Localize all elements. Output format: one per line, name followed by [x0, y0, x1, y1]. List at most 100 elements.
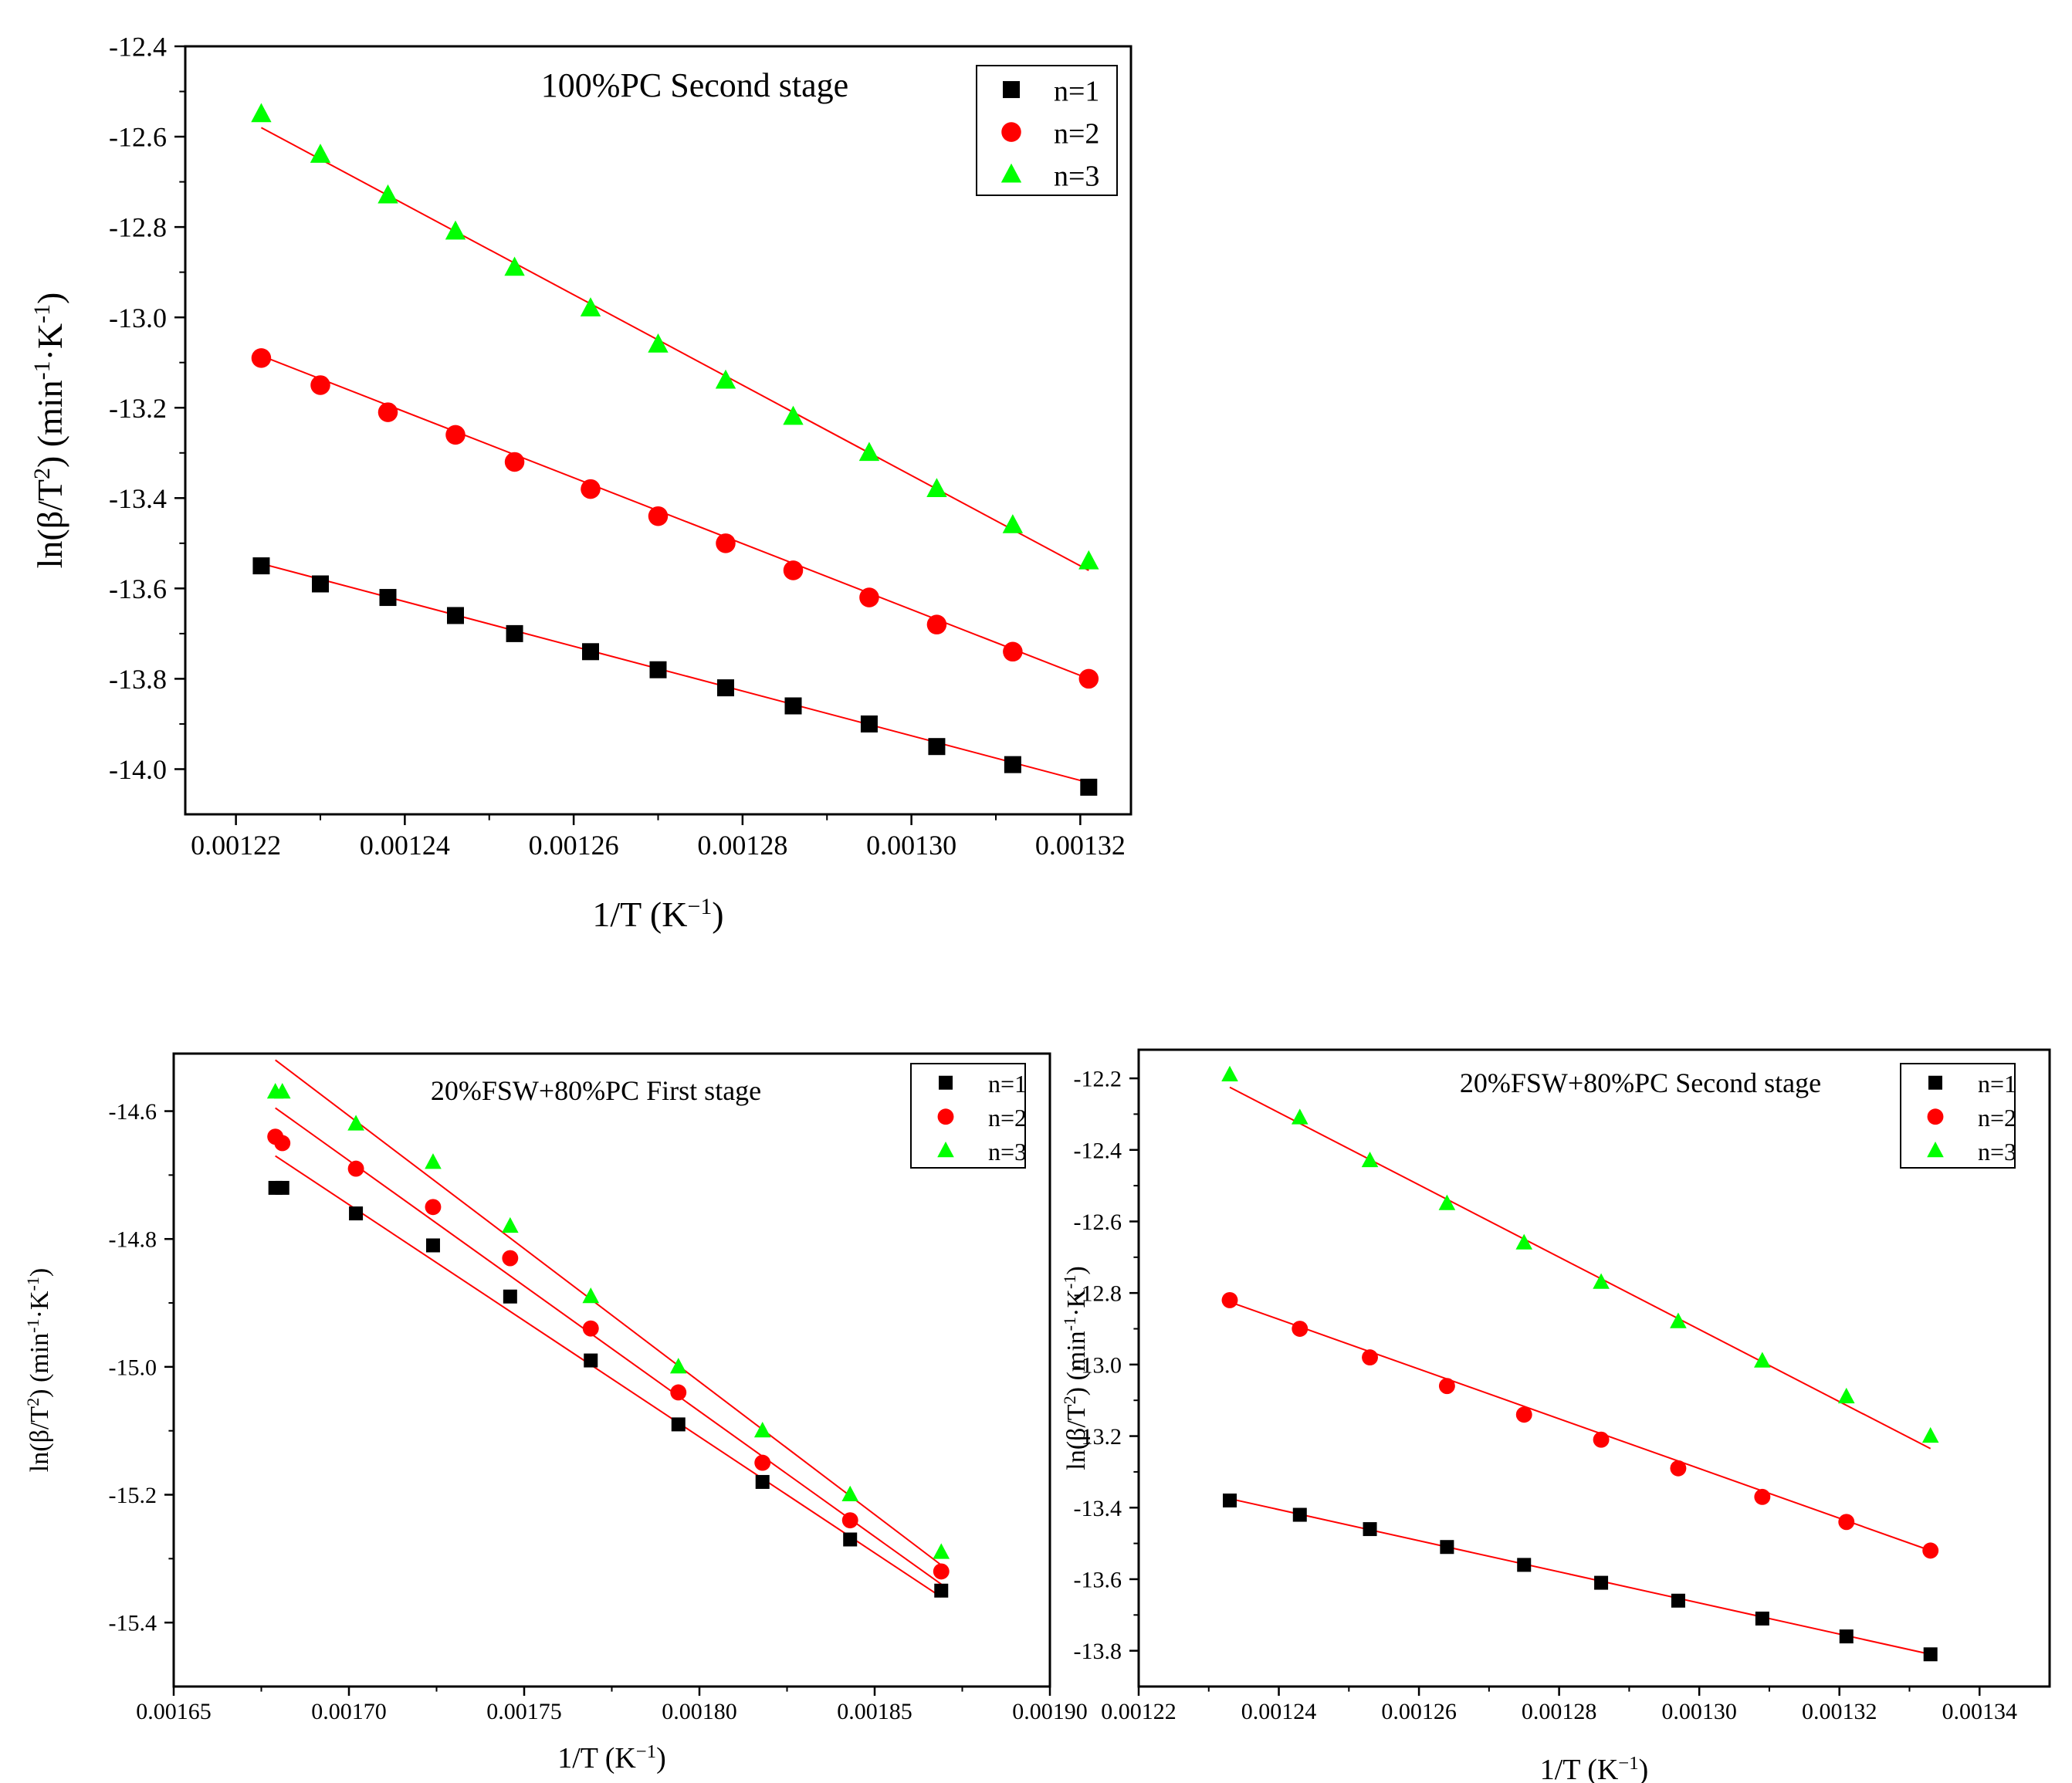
- y-axis-label-sup: 2: [23, 1398, 42, 1406]
- data-point-n=3: [1438, 1194, 1456, 1210]
- data-point-n=1: [1363, 1522, 1377, 1537]
- data-point-n=3: [347, 1115, 364, 1131]
- data-point-n=1: [447, 607, 464, 624]
- x-tick-label: 0.00134: [1942, 1699, 2017, 1724]
- data-point-n=1: [784, 697, 802, 715]
- data-point-n=3: [933, 1543, 950, 1559]
- x-axis-label: 1/T (K−1): [557, 1741, 666, 1775]
- y-tick-label: -14.0: [109, 754, 167, 785]
- fit-line-n=3: [260, 127, 1089, 571]
- y-tick-label: -13.2: [1074, 1424, 1122, 1450]
- legend-marker-n=1: [1928, 1075, 1942, 1090]
- y-tick-label: -13.8: [109, 664, 167, 695]
- data-point-n=3: [1593, 1273, 1610, 1289]
- data-point-n=2: [347, 1160, 364, 1177]
- data-point-n=2: [504, 452, 525, 472]
- data-point-n=3: [1670, 1312, 1687, 1328]
- data-point-n=2: [1754, 1488, 1771, 1505]
- x-axis-label-sup: −1: [1618, 1753, 1638, 1774]
- data-point-n=3: [310, 144, 331, 163]
- legend-marker-n=2: [1927, 1108, 1944, 1125]
- x-tick-label: 0.00185: [837, 1699, 912, 1724]
- series-n=3: [251, 103, 1099, 570]
- x-axis-label-end: ): [712, 895, 723, 934]
- data-point-n=2: [502, 1250, 519, 1267]
- data-point-n=2: [1593, 1431, 1610, 1448]
- data-point-n=3: [715, 369, 736, 389]
- data-point-n=3: [1837, 1387, 1855, 1404]
- series-n=3: [1221, 1065, 1939, 1443]
- data-point-n=2: [1838, 1514, 1855, 1531]
- data-point-n=1: [349, 1206, 364, 1221]
- data-point-n=2: [926, 614, 947, 634]
- data-point-n=3: [582, 1287, 600, 1304]
- data-point-n=2: [648, 506, 669, 526]
- y-tick-label: -12.8: [1074, 1281, 1122, 1307]
- y-axis-label-sup: -1: [23, 1277, 42, 1291]
- x-axis-label-sup: −1: [687, 894, 712, 919]
- data-point-n=1: [1223, 1493, 1237, 1507]
- data-point-n=1: [1594, 1575, 1609, 1590]
- data-point-n=3: [753, 1421, 771, 1438]
- x-tick-label: 0.00132: [1035, 830, 1126, 861]
- y-tick-label: -15.2: [109, 1483, 157, 1508]
- data-point-n=2: [582, 1320, 599, 1337]
- x-tick-label: 0.00132: [1802, 1699, 1877, 1724]
- chart-panel-2: 0.00165 0.00170 0.00175 0.00180 0.00185 0.001…: [23, 1052, 1088, 1775]
- data-point-n=2: [1221, 1291, 1238, 1308]
- data-point-n=3: [1002, 514, 1024, 533]
- x-tick-label: 0.00128: [697, 830, 787, 861]
- data-point-n=3: [1291, 1108, 1309, 1125]
- data-point-n=2: [1922, 1542, 1939, 1559]
- x-axis-label: 1/T (K−1): [1540, 1753, 1649, 1783]
- legend: n=1 n=2 n=3: [976, 65, 1118, 196]
- legend-marker-n=3: [1927, 1142, 1944, 1158]
- x-tick-label: 0.00190: [1012, 1699, 1088, 1724]
- fit-line-n=1: [261, 563, 1089, 783]
- y-axis-label: ln(β/T2) (min-1·K-1): [23, 1268, 55, 1472]
- series-n=2: [1221, 1291, 1939, 1559]
- y-axis-label-text: ): [30, 293, 69, 304]
- plot-frame: [1137, 1048, 2051, 1688]
- y-tick-label: -13.4: [1074, 1496, 1122, 1521]
- data-point-n=3: [783, 405, 804, 425]
- data-point-n=1: [1004, 756, 1021, 773]
- legend-marker-n=1: [1003, 81, 1020, 99]
- y-tick-label: -15.0: [109, 1355, 157, 1380]
- data-point-n=3: [926, 478, 947, 497]
- chart-title: 20%FSW+80%PC First stage: [431, 1075, 761, 1106]
- data-point-n=1: [1292, 1507, 1307, 1522]
- y-tick-label: -12.4: [109, 32, 167, 63]
- y-tick-label: -14.8: [109, 1227, 157, 1253]
- fit-line-n=1: [275, 1155, 942, 1598]
- y-axis-label-sup: -1: [1060, 1275, 1079, 1289]
- data-point-n=2: [783, 560, 804, 580]
- fit-line-n=2: [275, 1107, 942, 1585]
- y-tick-label: -12.4: [1074, 1138, 1122, 1163]
- data-point-n=2: [933, 1563, 950, 1580]
- data-point-n=2: [445, 425, 466, 445]
- data-point-n=1: [503, 1289, 517, 1304]
- data-point-n=1: [275, 1180, 289, 1195]
- data-point-n=1: [506, 624, 523, 642]
- legend-label: n=2: [1978, 1104, 2016, 1132]
- fit-line-n=3: [1229, 1086, 1931, 1450]
- data-point-n=2: [1438, 1378, 1455, 1395]
- y-tick-label: -13.6: [109, 573, 167, 604]
- data-point-n=3: [1078, 550, 1099, 570]
- data-point-n=3: [445, 220, 466, 240]
- data-point-n=1: [928, 738, 946, 756]
- y-tick-label: -12.6: [109, 122, 167, 153]
- legend-label: n=3: [988, 1138, 1027, 1166]
- x-tick-label: 0.00165: [136, 1699, 212, 1724]
- y-axis-label-text: ) (min: [1062, 1331, 1091, 1396]
- data-point-n=1: [755, 1474, 770, 1489]
- legend-label: n=3: [1054, 161, 1099, 193]
- data-point-n=2: [310, 375, 330, 395]
- x-tick-label: 0.00130: [866, 830, 956, 861]
- y-tick-label: -13.0: [1074, 1352, 1122, 1378]
- x-tick-label: 0.00124: [1241, 1699, 1317, 1724]
- y-axis-label-text: ): [25, 1268, 54, 1277]
- x-tick-label: 0.00130: [1661, 1699, 1737, 1724]
